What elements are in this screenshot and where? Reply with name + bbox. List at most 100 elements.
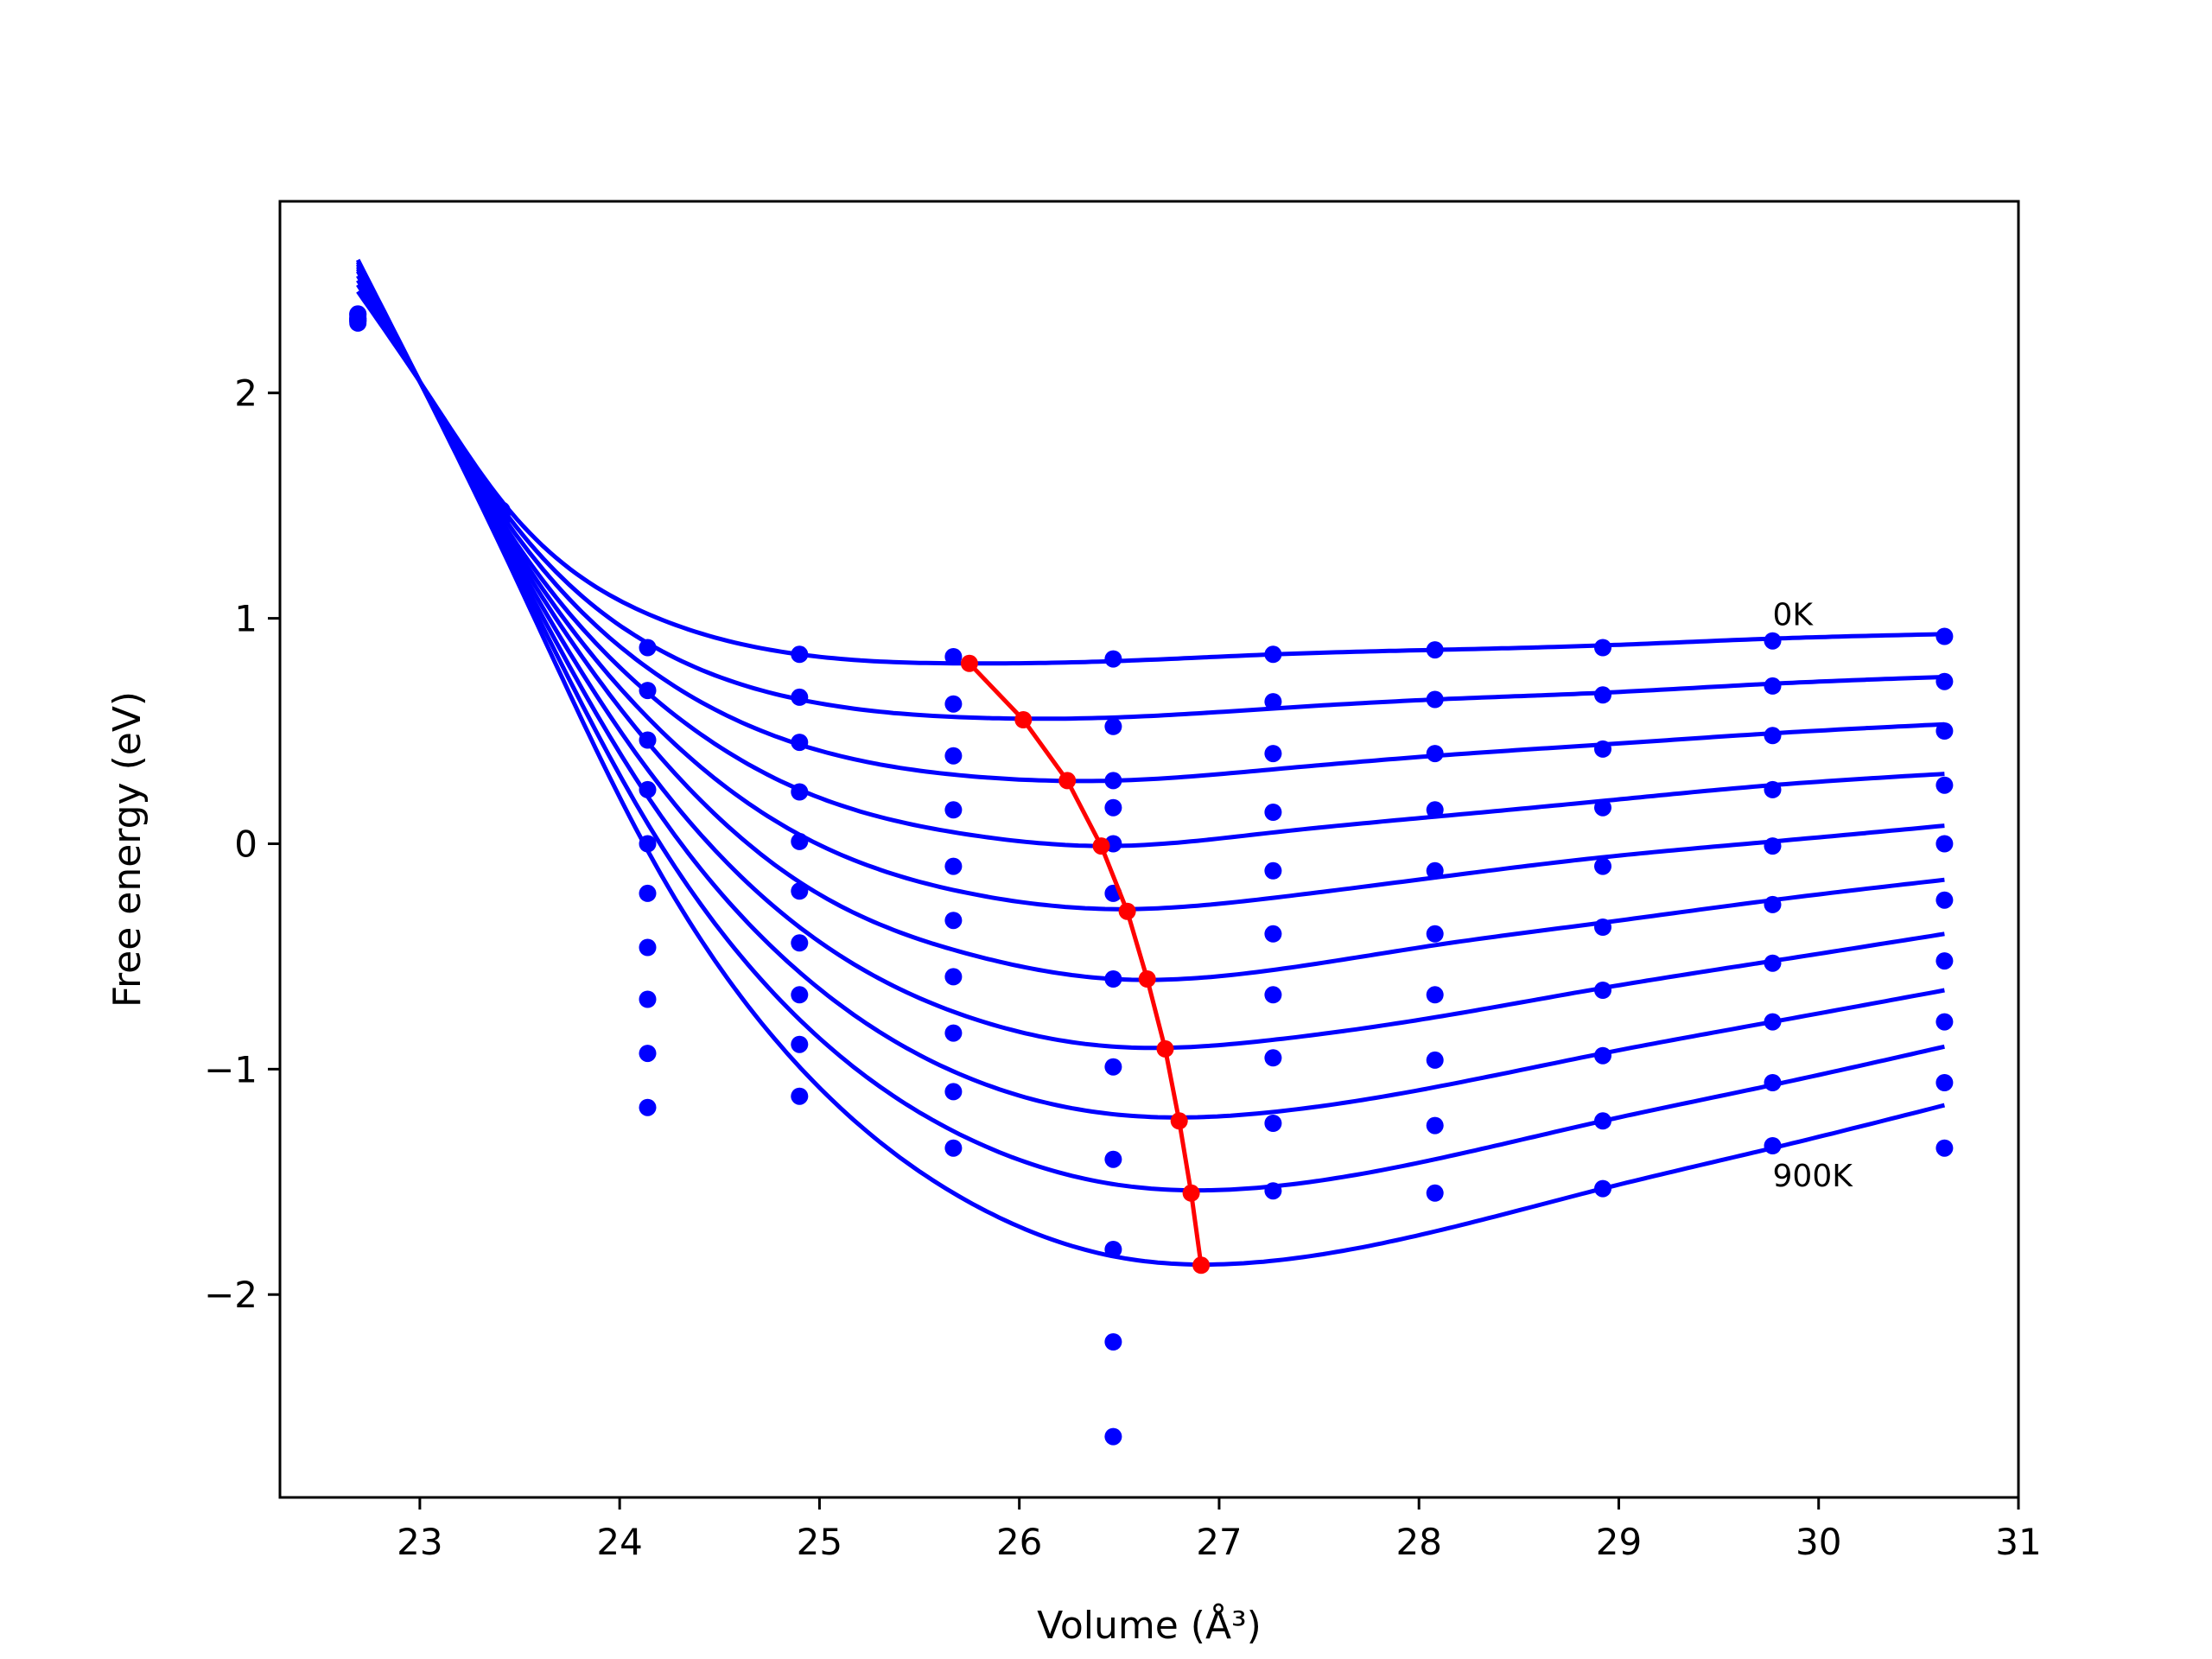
data-point xyxy=(791,688,809,706)
data-point xyxy=(1594,857,1611,875)
data-point xyxy=(349,314,367,332)
fit-line xyxy=(355,265,1945,1051)
data-point xyxy=(791,645,809,664)
data-point xyxy=(944,747,963,765)
data-point xyxy=(1264,645,1282,664)
x-tick-label: 28 xyxy=(1395,1521,1441,1563)
data-point xyxy=(944,648,963,665)
curve-annotation: 0K xyxy=(1773,597,1815,632)
data-point xyxy=(1936,835,1954,853)
data-point xyxy=(1594,740,1611,758)
x-tick-label: 26 xyxy=(996,1521,1042,1563)
y-axis-title: Free energy (eV) xyxy=(105,691,149,1007)
minimum-point xyxy=(1118,902,1136,920)
minimum-point xyxy=(960,654,978,672)
data-point xyxy=(639,1045,657,1063)
data-point xyxy=(1594,1179,1611,1198)
data-point xyxy=(944,801,963,819)
data-point xyxy=(639,780,657,798)
data-point xyxy=(1104,1058,1122,1076)
data-point xyxy=(791,1035,809,1053)
data-point xyxy=(1426,690,1444,709)
y-tick-label: 0 xyxy=(234,823,257,865)
data-point xyxy=(639,938,657,957)
fit-line xyxy=(356,289,1945,666)
curve-annotation: 900K xyxy=(1773,1159,1854,1194)
data-point xyxy=(944,857,963,875)
minimum-point xyxy=(1170,1112,1188,1130)
data-point xyxy=(1936,1013,1954,1031)
y-tick-label: −2 xyxy=(204,1274,257,1316)
data-point xyxy=(1594,1112,1611,1130)
data-point xyxy=(1764,954,1782,972)
data-point xyxy=(1764,1074,1782,1091)
minimum-point xyxy=(1138,970,1156,988)
data-point xyxy=(1594,686,1611,704)
data-point xyxy=(639,990,657,1008)
data-point xyxy=(944,912,963,930)
data-point xyxy=(1426,925,1444,943)
x-tick-label: 29 xyxy=(1596,1521,1642,1563)
data-point xyxy=(944,968,963,986)
data-point xyxy=(1264,1182,1282,1200)
data-point xyxy=(1936,1139,1954,1157)
y-tick-label: −1 xyxy=(204,1048,257,1090)
data-point xyxy=(1104,772,1122,790)
data-point xyxy=(1764,727,1782,745)
x-tick-label: 27 xyxy=(1196,1521,1242,1563)
data-point xyxy=(1594,798,1611,817)
data-point xyxy=(1426,801,1444,819)
data-point xyxy=(1264,986,1282,1004)
x-tick-label: 25 xyxy=(797,1521,842,1563)
data-point xyxy=(1594,639,1611,657)
annotation-layer: 0K 900K xyxy=(1773,597,1854,1194)
minimum-point xyxy=(1192,1256,1211,1274)
data-point xyxy=(1936,1074,1954,1091)
data-point xyxy=(1104,1150,1122,1168)
fit-line xyxy=(355,263,1945,1120)
x-tick-label: 24 xyxy=(596,1521,642,1563)
data-point xyxy=(1264,804,1282,821)
minimum-point xyxy=(1182,1184,1200,1202)
data-point xyxy=(1104,717,1122,735)
fit-line xyxy=(356,274,1945,849)
data-point xyxy=(1264,745,1282,763)
data-point xyxy=(944,1139,963,1157)
y-axis: −2 −1 0 1 2 xyxy=(204,372,280,1316)
data-point xyxy=(944,695,963,713)
y-tick-label: 1 xyxy=(234,598,257,640)
data-point xyxy=(1426,1051,1444,1069)
data-point xyxy=(1594,982,1611,999)
data-point xyxy=(1104,650,1122,668)
series-9 xyxy=(349,258,1954,1267)
fit-line xyxy=(355,261,1945,1193)
data-point xyxy=(1104,1241,1122,1258)
data-point xyxy=(639,884,657,902)
data-point xyxy=(1936,891,1954,909)
y-tick-label: 2 xyxy=(234,372,257,415)
minimum-path-line xyxy=(968,662,1204,1266)
data-point xyxy=(1426,641,1444,659)
x-tick-label: 23 xyxy=(397,1521,442,1563)
data-point xyxy=(1426,1116,1444,1135)
data-point xyxy=(1764,677,1782,695)
data-point xyxy=(944,1083,963,1101)
data-point xyxy=(791,882,809,900)
data-point xyxy=(1936,722,1954,740)
data-point xyxy=(1426,745,1444,763)
minimum-point xyxy=(1014,711,1033,728)
data-point xyxy=(1426,861,1444,880)
minimum-point xyxy=(1092,837,1110,855)
data-point xyxy=(1764,895,1782,913)
data-point xyxy=(1264,693,1282,711)
data-point xyxy=(1264,861,1282,880)
fit-line xyxy=(356,283,1945,721)
fit-line xyxy=(356,278,1945,784)
data-point xyxy=(1936,627,1954,645)
fit-line xyxy=(355,258,1946,1267)
minimum-point xyxy=(1156,1039,1174,1058)
x-tick-label: 31 xyxy=(1995,1521,2041,1563)
minimum-point xyxy=(1058,772,1077,790)
series-layer xyxy=(349,258,1954,1446)
